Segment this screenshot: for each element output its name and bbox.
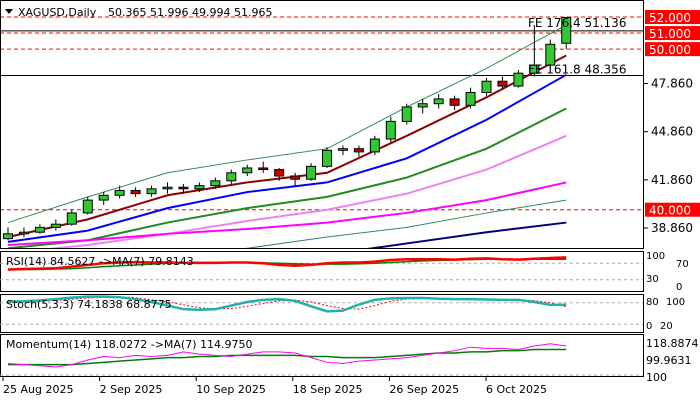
price-axis: 52.000 51.000 50.000 40.000 47.860 44.860 41.8… — [643, 10, 700, 235]
momentum-label: Momentum(14) 118.0272 ->MA(7) 114.9750 — [6, 338, 253, 351]
bull-candle — [18, 231, 29, 235]
rsi-axis-label: 30 — [646, 274, 659, 285]
ohlc-readout: 50.365 51.996 49.994 51.965 — [108, 6, 272, 19]
level-label: 51.000 — [649, 27, 691, 41]
bull-candle — [401, 106, 412, 122]
stoch-k-line — [7, 295, 567, 313]
date-label: 6 Oct 2025 — [486, 383, 547, 396]
ma-green-line — [7, 107, 567, 248]
bull-candle — [529, 64, 540, 74]
level-label: 52.000 — [649, 11, 691, 25]
fibo-label: FE 176.4 51.136 — [528, 16, 626, 30]
bear-candle — [290, 175, 301, 180]
date-label: 2 Sep 2025 — [100, 383, 163, 396]
date-label: 26 Sep 2025 — [389, 383, 459, 396]
bull-candle — [481, 80, 492, 93]
bull-candle — [34, 226, 45, 233]
bull-candle — [385, 120, 396, 140]
rsi-line — [7, 256, 567, 271]
bull-candle — [210, 180, 221, 187]
bull-candle — [66, 212, 77, 225]
rsi-axis-label: 100 — [646, 251, 665, 262]
momentum-axis-label: 118.8874 — [646, 337, 699, 350]
level-label: 50.000 — [649, 43, 691, 57]
bull-candle — [194, 185, 205, 190]
level-label: 40.000 — [649, 204, 691, 218]
level-tag — [645, 202, 700, 217]
date-label: 10 Sep 2025 — [196, 383, 266, 396]
rsi-axis-label: 70 — [676, 259, 689, 270]
bull-candle — [114, 189, 125, 196]
bull-candle — [561, 17, 572, 44]
level-tag — [645, 42, 700, 57]
collapse-triangle-icon[interactable] — [5, 9, 13, 14]
fibo-labels: FE 176.4 51.136 FE 161.8 48.356 — [528, 16, 626, 77]
momentum-axis-label: 100 — [646, 371, 667, 384]
stoch-axis-label: 80 — [646, 297, 659, 308]
bear-candle — [178, 186, 189, 190]
bear-candle — [449, 98, 460, 106]
rsi-axis-label: 0 — [676, 282, 682, 293]
bear-candle — [353, 148, 364, 153]
bull-candle — [50, 223, 61, 228]
price-tick-label: 41.860 — [651, 173, 693, 187]
fibo-label: FE 161.8 48.356 — [528, 63, 626, 77]
bull-candle — [306, 165, 317, 180]
price-pane — [1, 16, 643, 248]
bear-candle — [258, 167, 269, 171]
bull-candle — [146, 188, 157, 195]
rsi-label: RSI(14) 84.5627 ->MA(7) 79.8143 — [6, 255, 194, 268]
ma-navy-line — [367, 221, 567, 248]
level-tag — [645, 26, 700, 41]
bear-candle — [130, 189, 141, 195]
bull-candle — [417, 103, 428, 108]
stoch-axis-label: 100 — [666, 297, 685, 308]
indicator-panes: 100 70 30 0 80 100 0 20 118.8874 99.9631 100 25 Aug… — [0, 251, 699, 396]
bear-candle — [497, 80, 508, 87]
bull-candle — [98, 194, 109, 201]
momentum-line — [7, 343, 567, 368]
ma-violet-line — [48, 134, 567, 248]
stoch-label: Stoch(5,3,3) 74.1838 68.8775 — [6, 298, 172, 311]
stoch-pane-frame — [0, 294, 644, 333]
bull-candle — [513, 72, 524, 87]
symbol-label: XAGUSD,Daily — [18, 6, 97, 19]
bull-candle — [545, 43, 556, 66]
main-pane-frame — [0, 0, 644, 249]
level-tag — [645, 10, 700, 24]
price-tick-label: 44.860 — [651, 125, 693, 139]
rsi-pane-frame — [0, 251, 644, 292]
bull-candle — [226, 172, 237, 182]
bull-candle — [369, 138, 380, 153]
price-tick-label: 38.860 — [651, 221, 693, 235]
date-label: 18 Sep 2025 — [293, 383, 363, 396]
bull-candle — [433, 98, 444, 105]
bull-candle — [337, 148, 348, 151]
date-label: 25 Aug 2025 — [3, 383, 73, 396]
ma-blue-line — [7, 73, 567, 243]
bull-candle — [242, 167, 253, 174]
momentum-ma-line — [8, 348, 567, 366]
momentum-pane-frame — [0, 334, 644, 377]
bull-candle — [162, 186, 173, 190]
price-tick-label: 47.860 — [651, 76, 693, 90]
stoch-axis-label: 20 — [660, 321, 673, 332]
bull-candle — [3, 233, 13, 240]
bear-candle — [274, 169, 285, 177]
bands-line — [7, 24, 567, 224]
momentum-axis-label: 99.9631 — [646, 354, 692, 367]
bull-candle — [322, 149, 332, 167]
stoch-axis-label: 0 — [646, 321, 652, 332]
bands-line — [244, 199, 567, 248]
ma-magenta-line — [7, 181, 567, 247]
bull-candle — [465, 91, 476, 106]
bull-candle — [82, 199, 93, 214]
